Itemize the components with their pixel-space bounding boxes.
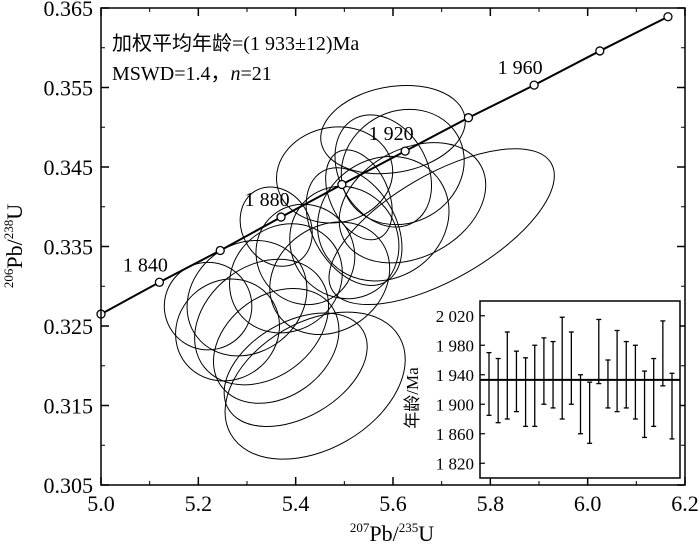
concordia-age-marker-6 — [400, 146, 410, 156]
concordia-age-label: 1 960 — [498, 57, 543, 79]
error-ellipse-14 — [305, 167, 403, 286]
y-tick-label: 0.325 — [44, 314, 94, 339]
x-tick-label: 5.8 — [477, 491, 505, 516]
error-ellipse-13 — [325, 149, 393, 241]
x-tick-label: 6.0 — [574, 491, 602, 516]
weighted-mean-annotation: 加权平均年龄=(1 933±12)Ma — [112, 32, 359, 55]
error-ellipse-7 — [224, 311, 406, 460]
y-tick-label: 0.365 — [44, 0, 94, 21]
concordia-age-marker-3 — [215, 245, 225, 256]
y-tick-label: 0.345 — [44, 155, 94, 180]
error-ellipse-9 — [239, 186, 313, 267]
x-tick-label: 5.2 — [185, 491, 213, 516]
error-ellipse-3 — [186, 239, 308, 357]
x-tick-label: 5.6 — [379, 491, 407, 516]
inset-y-tick-label: 1 980 — [436, 336, 474, 355]
mswd-annotation: MSWD=1.4，n=21 — [112, 63, 272, 85]
error-ellipse-11 — [269, 221, 391, 336]
concordia-curve — [100, 15, 669, 315]
inset-y-axis-label: 年龄/Ma — [403, 367, 422, 429]
concordia-age-marker-10 — [663, 12, 673, 22]
concordia-age-marker-4 — [276, 212, 286, 222]
x-tick-label: 5.0 — [87, 491, 115, 516]
inset-y-tick-label: 2 020 — [436, 307, 474, 326]
concordia-age-marker-7 — [463, 113, 474, 123]
concordia-age-marker-8 — [529, 80, 539, 90]
error-ellipse-12 — [289, 185, 400, 300]
x-tick-label: 5.4 — [282, 491, 310, 516]
error-ellipse-2 — [175, 278, 280, 382]
inset-weighted-mean-plot: 1 820 1 860 1 900 1 940 1 980 2 020 年龄/Ma — [403, 300, 681, 479]
concordia-age-marker-2 — [154, 277, 165, 287]
error-ellipse-19 — [338, 142, 487, 264]
concordia-age-label: 1 920 — [369, 123, 414, 145]
error-ellipse-5 — [229, 223, 343, 334]
concordia-age-label: 1 840 — [123, 254, 168, 276]
concordia-age-marker-9 — [595, 46, 605, 56]
inset-y-tick-label: 1 860 — [436, 425, 474, 444]
y-axis-label: 206Pb/238U — [1, 204, 27, 288]
error-ellipse-21 — [328, 148, 555, 306]
inset-y-tick-label: 1 900 — [436, 395, 474, 414]
concordia-age-marker-5 — [337, 179, 347, 190]
error-ellipse-6 — [212, 287, 340, 404]
error-ellipse-18 — [340, 108, 465, 226]
y-tick-label: 0.305 — [44, 473, 94, 498]
error-ellipse-15 — [275, 126, 394, 224]
y-tick-label: 0.315 — [44, 394, 94, 419]
x-tick-label: 6.2 — [671, 491, 699, 516]
concordia-age-label: 1 880 — [245, 189, 290, 211]
inset-y-tick-label: 1 940 — [436, 366, 474, 385]
x-axis-label: 207Pb/235U — [350, 520, 434, 546]
y-tick-label: 0.355 — [44, 76, 94, 101]
error-ellipse-4 — [194, 258, 330, 386]
inset-y-tick-label: 1 820 — [436, 454, 474, 473]
error-ellipse-17 — [317, 155, 450, 282]
error-ellipse-8 — [223, 312, 368, 427]
y-tick-label: 0.335 — [44, 235, 94, 260]
